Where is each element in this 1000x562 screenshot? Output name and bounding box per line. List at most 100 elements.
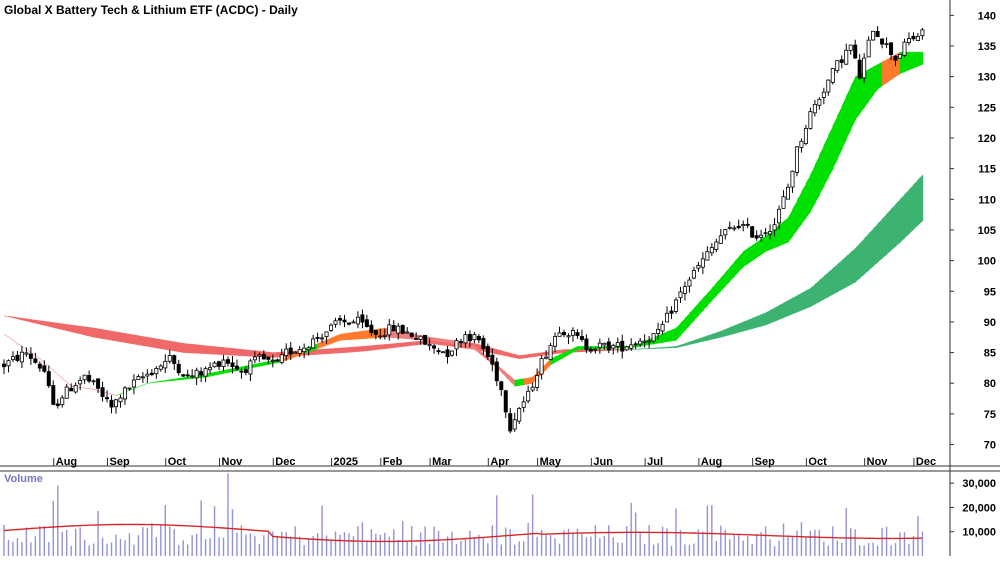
candle-body	[78, 379, 83, 385]
candle-body	[190, 375, 195, 378]
long-ribbon-segment	[890, 203, 897, 251]
candle-body	[15, 354, 20, 361]
long-ribbon-segment	[899, 193, 906, 243]
candle-body	[526, 390, 531, 402]
candle-body	[794, 146, 799, 173]
candle-body	[691, 270, 696, 279]
short-ribbon-segment	[752, 241, 758, 261]
candle-body	[364, 319, 369, 327]
candle-body	[660, 323, 665, 332]
candle-body	[544, 356, 549, 359]
candle-body	[893, 55, 898, 61]
candle-body	[844, 49, 849, 65]
candle-body	[629, 344, 634, 349]
candle-body	[615, 342, 620, 347]
short-ribbon-segment	[774, 224, 780, 248]
candle-body	[248, 360, 253, 375]
candle-body	[136, 376, 141, 380]
long-ribbon-segment	[814, 279, 821, 305]
month-label: Nov	[867, 456, 889, 468]
month-label: Jul	[647, 456, 663, 468]
candle-body	[682, 286, 687, 294]
candle-body	[297, 349, 302, 354]
price-tick-label: 115	[978, 164, 996, 176]
candle-body	[10, 356, 15, 361]
candle-body	[857, 59, 862, 79]
candle-body	[494, 361, 499, 382]
candle-body	[145, 373, 150, 377]
candle-body	[414, 338, 419, 340]
candle-body	[42, 365, 47, 372]
candle-body	[105, 397, 110, 400]
candle-body	[176, 363, 181, 374]
candle-body	[203, 368, 208, 377]
price-candles	[2, 26, 925, 434]
month-label: Nov	[222, 456, 244, 468]
price-panel	[2, 26, 925, 434]
candle-body	[458, 341, 463, 344]
candle-body	[871, 30, 876, 41]
chart-title: Global X Battery Tech & Lithium ETF (ACD…	[4, 3, 298, 17]
candle-body	[261, 353, 266, 360]
candle-body	[96, 378, 101, 389]
candle-body	[727, 226, 732, 229]
candle-body	[512, 419, 517, 430]
candle-body	[24, 352, 29, 355]
price-tick-label: 100	[978, 256, 996, 268]
candle-body	[597, 342, 602, 349]
candle-body	[217, 361, 222, 367]
candle-body	[862, 57, 867, 79]
candle-body	[481, 337, 486, 350]
volume-tick-label: 20,000	[962, 502, 996, 514]
short-ribbon-segment	[12, 340, 19, 344]
candle-body	[445, 349, 450, 358]
volume-average-line	[3, 523, 923, 543]
candle-body	[284, 348, 289, 356]
candle-body	[2, 363, 7, 368]
candle-body	[234, 365, 239, 370]
candle-body	[821, 91, 826, 98]
short-ribbon-segment	[711, 282, 718, 301]
month-label: 2025	[334, 456, 358, 468]
candle-body	[122, 387, 127, 400]
candle-body	[812, 103, 817, 114]
candle-body	[803, 128, 808, 144]
candle-body	[140, 376, 145, 379]
candle-body	[503, 390, 508, 413]
candle-body	[208, 367, 213, 371]
candle-body	[114, 399, 119, 408]
candle-body	[46, 371, 51, 387]
volume-panel-title: Volume	[4, 473, 43, 485]
short-ribbon-segment	[26, 349, 32, 353]
short-ribbon-segment	[864, 68, 870, 108]
candle-body	[875, 31, 880, 37]
candle-body	[302, 347, 307, 353]
volume-panel	[3, 473, 924, 556]
short-ribbon-segment	[716, 277, 722, 297]
candle-body	[449, 350, 454, 356]
short-ribbon-segment	[62, 378, 68, 383]
price-tick-label: 85	[984, 348, 996, 360]
candle-body	[535, 375, 540, 388]
price-tick-label: 75	[984, 409, 996, 421]
volume-axis: 30,000 20,000 10,000	[950, 478, 996, 539]
short-ribbon-segment	[743, 247, 749, 268]
short-ribbon-segment	[675, 322, 682, 341]
short-ribbon-segment	[814, 155, 821, 204]
candle-body	[602, 342, 607, 346]
long-ribbon-segment	[805, 287, 812, 309]
candle-body	[920, 29, 925, 36]
short-ribbon-segment	[35, 355, 41, 359]
candle-body	[100, 387, 105, 397]
candle-body	[584, 338, 589, 350]
long-ribbon-segment	[859, 238, 865, 279]
candle-body	[575, 332, 580, 336]
candle-body	[826, 79, 831, 93]
long-ribbon-segment	[769, 307, 776, 324]
candle-body	[279, 354, 284, 363]
candle-body	[154, 368, 159, 375]
candle-body	[163, 360, 168, 369]
long-ribbon-segment	[810, 283, 816, 307]
candle-body	[324, 331, 329, 337]
